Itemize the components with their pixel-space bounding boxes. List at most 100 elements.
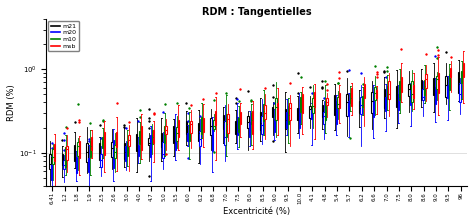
PathPatch shape <box>448 74 450 90</box>
PathPatch shape <box>114 145 116 158</box>
PathPatch shape <box>433 78 434 95</box>
PathPatch shape <box>446 76 447 97</box>
PathPatch shape <box>99 143 100 160</box>
PathPatch shape <box>210 118 211 135</box>
PathPatch shape <box>263 104 264 121</box>
PathPatch shape <box>173 126 174 143</box>
PathPatch shape <box>458 72 459 93</box>
PathPatch shape <box>137 145 139 156</box>
PathPatch shape <box>53 149 54 164</box>
PathPatch shape <box>251 113 252 124</box>
PathPatch shape <box>301 94 303 113</box>
PathPatch shape <box>189 125 190 141</box>
PathPatch shape <box>424 80 425 95</box>
PathPatch shape <box>450 68 451 77</box>
PathPatch shape <box>77 142 79 156</box>
PathPatch shape <box>49 154 51 169</box>
PathPatch shape <box>238 118 239 132</box>
PathPatch shape <box>198 123 199 141</box>
PathPatch shape <box>277 103 278 119</box>
PathPatch shape <box>314 92 315 107</box>
PathPatch shape <box>223 115 224 129</box>
PathPatch shape <box>164 126 165 143</box>
PathPatch shape <box>426 74 427 88</box>
PathPatch shape <box>153 130 155 143</box>
PathPatch shape <box>325 101 326 120</box>
PathPatch shape <box>300 97 301 112</box>
PathPatch shape <box>226 114 227 137</box>
PathPatch shape <box>139 131 140 144</box>
PathPatch shape <box>74 145 75 161</box>
PathPatch shape <box>289 103 291 120</box>
PathPatch shape <box>224 121 226 145</box>
PathPatch shape <box>79 141 80 159</box>
PathPatch shape <box>396 87 397 107</box>
PathPatch shape <box>88 158 90 172</box>
PathPatch shape <box>371 92 373 113</box>
X-axis label: Excentricité (%): Excentricité (%) <box>223 207 290 216</box>
PathPatch shape <box>348 101 349 116</box>
Title: RDM : Tangentielles: RDM : Tangentielles <box>202 7 311 17</box>
PathPatch shape <box>66 146 68 161</box>
PathPatch shape <box>200 131 201 146</box>
PathPatch shape <box>185 121 187 134</box>
PathPatch shape <box>152 130 153 144</box>
PathPatch shape <box>275 98 277 120</box>
PathPatch shape <box>175 129 176 151</box>
PathPatch shape <box>401 77 402 93</box>
PathPatch shape <box>422 89 424 100</box>
PathPatch shape <box>213 120 215 129</box>
PathPatch shape <box>90 141 91 157</box>
PathPatch shape <box>376 90 377 98</box>
PathPatch shape <box>54 144 55 161</box>
PathPatch shape <box>272 107 273 117</box>
PathPatch shape <box>212 126 213 151</box>
PathPatch shape <box>240 112 241 124</box>
PathPatch shape <box>102 136 103 148</box>
PathPatch shape <box>383 89 385 107</box>
PathPatch shape <box>235 121 237 134</box>
PathPatch shape <box>162 142 164 157</box>
PathPatch shape <box>261 116 263 134</box>
PathPatch shape <box>249 122 250 137</box>
PathPatch shape <box>202 118 204 132</box>
Legend: m21, m20, m10, msb: m21, m20, m10, msb <box>48 21 79 51</box>
PathPatch shape <box>252 111 254 134</box>
PathPatch shape <box>459 83 461 102</box>
PathPatch shape <box>438 73 439 93</box>
PathPatch shape <box>264 105 266 119</box>
PathPatch shape <box>339 93 340 108</box>
PathPatch shape <box>463 63 464 77</box>
PathPatch shape <box>385 97 386 111</box>
PathPatch shape <box>148 138 150 145</box>
PathPatch shape <box>65 147 66 167</box>
PathPatch shape <box>387 86 388 99</box>
PathPatch shape <box>461 71 462 83</box>
PathPatch shape <box>327 99 328 105</box>
PathPatch shape <box>399 81 401 100</box>
PathPatch shape <box>111 142 112 157</box>
PathPatch shape <box>141 126 142 150</box>
PathPatch shape <box>286 112 287 128</box>
PathPatch shape <box>421 80 422 100</box>
PathPatch shape <box>299 107 300 128</box>
PathPatch shape <box>161 133 162 147</box>
PathPatch shape <box>297 108 298 120</box>
PathPatch shape <box>237 117 238 135</box>
PathPatch shape <box>51 164 52 180</box>
PathPatch shape <box>374 87 375 100</box>
PathPatch shape <box>274 119 275 132</box>
PathPatch shape <box>312 98 314 113</box>
Y-axis label: RDM (%): RDM (%) <box>7 84 16 121</box>
PathPatch shape <box>284 109 286 129</box>
PathPatch shape <box>136 134 137 151</box>
PathPatch shape <box>413 85 414 98</box>
PathPatch shape <box>435 87 436 104</box>
PathPatch shape <box>373 100 374 117</box>
PathPatch shape <box>323 112 325 124</box>
PathPatch shape <box>76 157 77 173</box>
PathPatch shape <box>311 109 312 119</box>
PathPatch shape <box>150 135 151 157</box>
PathPatch shape <box>127 142 128 155</box>
PathPatch shape <box>447 85 448 98</box>
